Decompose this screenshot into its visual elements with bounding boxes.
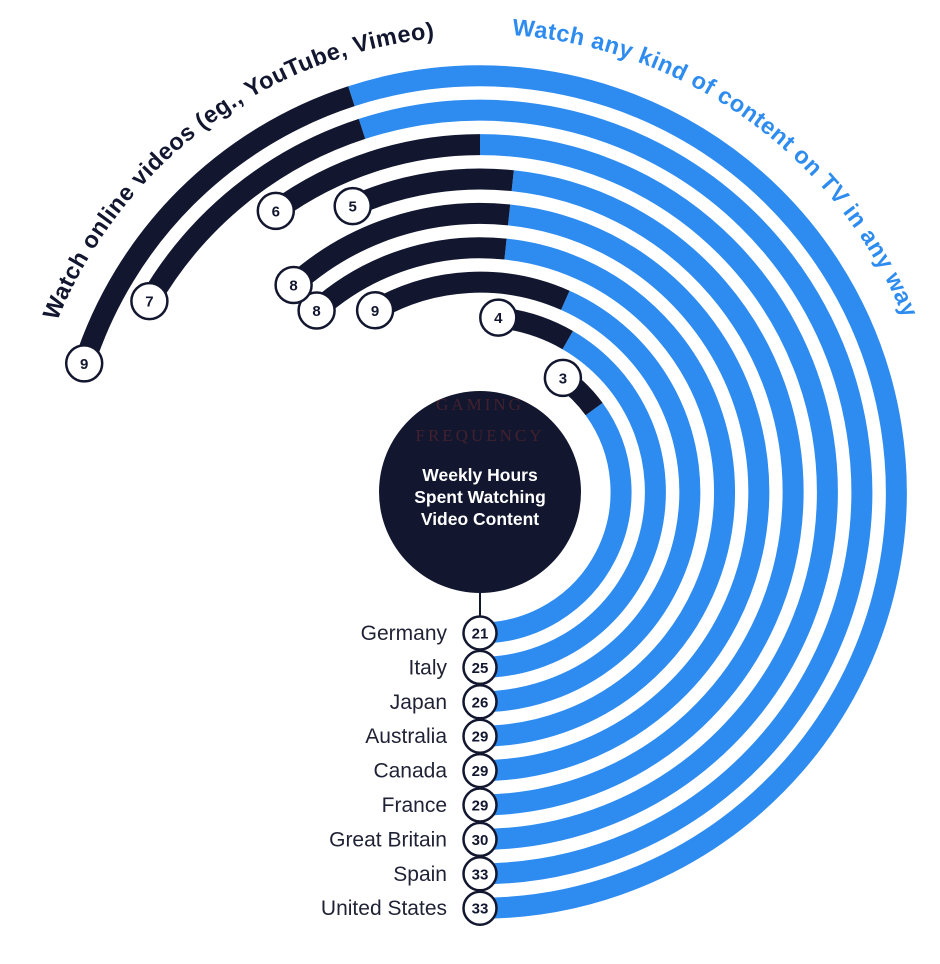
online-videos-arc (348, 168, 514, 216)
tv-arc (479, 204, 770, 782)
chart-title-line-2: Spent Watching (414, 487, 546, 507)
online-videos-value-bubble (130, 281, 169, 321)
tv-value-bubble (462, 718, 498, 754)
country-label: France (382, 794, 447, 817)
center-circle (379, 391, 581, 593)
watermark-line-2: FREQUENCY (415, 426, 544, 445)
tv-value-bubble (462, 890, 498, 926)
chart-title-line-1: Weekly Hours (422, 465, 538, 485)
tv-value-bubble (462, 684, 498, 720)
country-label: Canada (373, 760, 447, 783)
tv-value: 26 (472, 694, 489, 711)
country-label: United States (321, 897, 447, 920)
tv-value-bubble (462, 649, 498, 686)
tv-value: 29 (472, 729, 489, 746)
online-videos-arc (74, 86, 355, 367)
tv-value-bubble (462, 615, 498, 651)
country-label: Australia (365, 725, 447, 748)
online-videos-value: 4 (494, 310, 503, 327)
online-videos-value: 5 (349, 199, 357, 216)
tv-arc (479, 134, 838, 850)
online-videos-value-bubble (297, 291, 336, 330)
online-videos-value-bubble (479, 298, 518, 337)
online-videos-arc (140, 118, 366, 307)
online-videos-value: 6 (272, 203, 280, 220)
tv-arc (348, 65, 907, 919)
arcs-layer (74, 65, 907, 919)
tv-arc (479, 290, 701, 713)
country-label: Japan (390, 691, 447, 714)
online-videos-value: 3 (559, 370, 567, 387)
country-label: Spain (393, 863, 447, 886)
online-videos-value: 9 (80, 356, 88, 373)
country-label: Great Britain (329, 828, 447, 851)
online-videos-value: 8 (312, 303, 320, 320)
tv-value: 29 (472, 763, 489, 780)
tv-value-bubble (462, 821, 498, 858)
online-videos-arc (309, 237, 507, 319)
tv-arc (358, 99, 873, 885)
online-videos-value-bubble (333, 186, 372, 226)
country-label: Italy (408, 656, 447, 679)
tv-value: 25 (472, 660, 489, 677)
chart-title-line-3: Video Content (421, 509, 539, 529)
watermark-line-1: GAMING (436, 395, 524, 414)
online-videos-arc (286, 202, 511, 293)
tv-value: 21 (472, 626, 489, 643)
tv-value-bubble (462, 752, 498, 789)
online-videos-value: 9 (371, 303, 379, 320)
online-videos-value-bubble (64, 344, 104, 383)
tv-value-bubble (462, 856, 498, 892)
online-videos-arc (269, 134, 481, 220)
online-videos-value: 7 (145, 294, 153, 311)
tv-value-bubble (462, 787, 498, 823)
tv-arc (479, 238, 736, 747)
online-videos-value-bubble (355, 291, 395, 330)
online-videos-arc (369, 271, 570, 320)
online-videos-value: 8 (289, 278, 297, 295)
tv-value: 30 (472, 832, 489, 849)
tv-arc (479, 402, 632, 644)
tv-value: 29 (472, 798, 489, 815)
country-label: Germany (361, 622, 448, 645)
tv-arc (479, 170, 804, 816)
online-videos-value-bubble (274, 265, 313, 305)
value-bubbles-layer: 21 3 25 4 26 9 29 8 29 8 29 5 30 6 33 7 33 9 (64, 186, 583, 926)
country-labels-layer: Germany Italy Japan Australia Canada France Gr… (321, 622, 448, 920)
tv-value: 33 (472, 866, 489, 883)
tv-value: 33 (472, 901, 489, 918)
online-videos-value-bubble (543, 358, 583, 398)
tv-arc (479, 331, 666, 678)
online-videos-value-bubble (256, 191, 296, 231)
